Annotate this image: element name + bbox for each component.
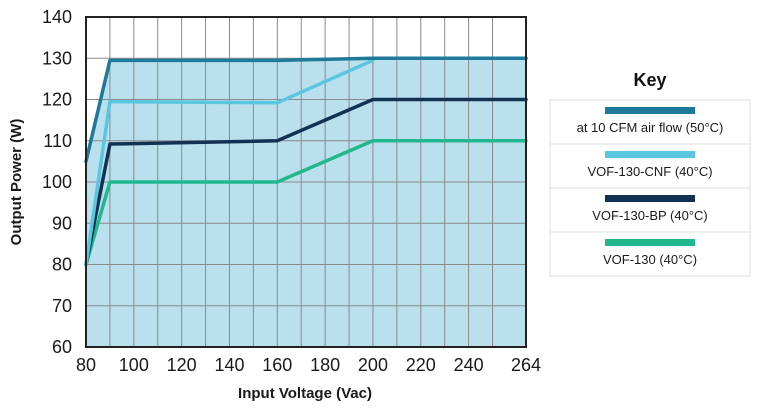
legend: Key at 10 CFM air flow (50°C) VOF-130-CNF… — [549, 70, 751, 277]
x-axis-title: Input Voltage (Vac) — [238, 385, 372, 402]
y-tick-label: 120 — [42, 90, 72, 110]
plot-frame-layer — [85, 16, 527, 348]
series-layer — [84, 56, 528, 267]
x-tick-label: 160 — [262, 355, 292, 375]
x-tick-label: 140 — [214, 355, 244, 375]
series-line — [84, 139, 528, 267]
x-tick-label: 100 — [119, 355, 149, 375]
x-tick-label: 220 — [406, 355, 436, 375]
y-axis-title: Output Power (W) — [8, 119, 25, 246]
legend-label: VOF-130-CNF (40°C) — [587, 164, 712, 179]
x-tick-label: 120 — [167, 355, 197, 375]
legend-label: at 10 CFM air flow (50°C) — [577, 120, 724, 135]
y-tick-label: 140 — [42, 7, 72, 27]
y-tick-label: 110 — [43, 131, 72, 151]
x-tick-label: 200 — [358, 355, 388, 375]
series-line — [84, 56, 528, 164]
y-tick-label: 80 — [52, 255, 72, 275]
legend-swatch — [605, 195, 695, 202]
plot-frame — [85, 16, 527, 348]
x-tick-label: 180 — [310, 355, 340, 375]
shaded-area-layer — [86, 58, 526, 347]
series-line — [84, 97, 528, 267]
x-tick-label: 264 — [511, 355, 541, 375]
x-tick-label: 80 — [76, 355, 96, 375]
y-tick-label: 70 — [52, 296, 72, 316]
legend-label: VOF-130-BP (40°C) — [592, 208, 708, 223]
y-tick-label: 100 — [42, 172, 72, 192]
y-tick-label: 90 — [52, 213, 72, 233]
legend-swatch — [605, 239, 695, 246]
shaded-operating-area — [86, 58, 526, 347]
x-tick-label: 240 — [454, 355, 484, 375]
legend-label: VOF-130 (40°C) — [603, 252, 697, 267]
y-tick-label: 60 — [52, 337, 72, 357]
legend-swatch — [605, 107, 695, 114]
y-tick-label: 130 — [42, 48, 72, 68]
legend-swatch — [605, 151, 695, 158]
tick-labels-layer: 80 100 120 140 160 180 200 220 240 264 60 70 80 90 100… — [42, 7, 541, 375]
series-line — [84, 58, 375, 267]
legend-title: Key — [633, 70, 666, 90]
